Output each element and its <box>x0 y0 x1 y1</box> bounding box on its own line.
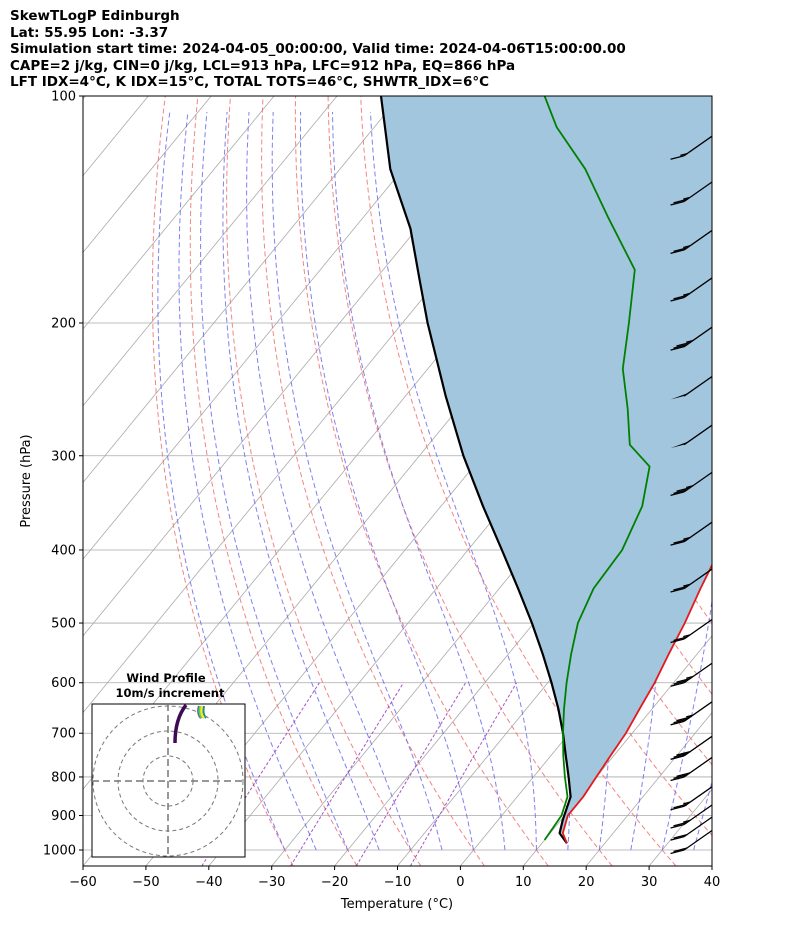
moist-adiabat <box>271 111 443 851</box>
y-tick-label: 800 <box>51 770 76 785</box>
wind-barb <box>670 816 713 841</box>
y-tick-label: 500 <box>51 617 76 632</box>
moist-adiabat <box>757 112 794 850</box>
moist-adiabat <box>246 111 412 851</box>
x-tick-label: 20 <box>578 875 595 890</box>
dry-adiabat <box>261 96 485 866</box>
x-tick-label: −30 <box>258 875 285 890</box>
wind-barb <box>670 804 713 829</box>
isotherm-line <box>522 635 712 866</box>
moist-adiabat <box>222 111 380 851</box>
mixing-ratio-line <box>355 682 467 866</box>
wind-barb <box>670 756 713 782</box>
y-axis-label: Pressure (hPa) <box>19 434 34 527</box>
x-tick-label: −40 <box>195 875 222 890</box>
isotherm-line <box>83 96 86 100</box>
x-tick-label: −60 <box>69 875 96 890</box>
moist-adiabat <box>332 111 506 851</box>
indices-line-1: CAPE=2 j/kg, CIN=0 j/kg, LCL=913 hPa, LF… <box>10 57 516 74</box>
inset-title: Wind Profile <box>126 671 206 685</box>
wind-barb <box>670 618 713 644</box>
wind-barbs <box>670 135 713 855</box>
y-tick-label: 300 <box>51 449 76 464</box>
wind-barb <box>670 521 713 546</box>
indices-line-2: LFT IDX=4°C, K IDX=15°C, TOTAL TOTS=46°C… <box>10 74 490 91</box>
x-tick-label: −10 <box>384 875 411 890</box>
isotherm-line <box>83 96 212 253</box>
wind-profile-inset: Wind Profile 10m/s increment <box>91 671 246 858</box>
isotherm-line <box>83 96 338 407</box>
hodograph-trace-segment <box>198 705 203 719</box>
x-tick-label: −50 <box>132 875 159 890</box>
chart-title: SkewTLogP Edinburgh <box>10 8 180 24</box>
isotherm-line <box>83 96 464 560</box>
x-tick-label: 30 <box>641 875 658 890</box>
moist-adiabat <box>725 112 794 850</box>
dewpoint-profile-line <box>543 96 651 841</box>
isotherm-line <box>83 96 275 330</box>
axis-ticks: −60 −50 −40 −30 −20 −10 0 10 20 30 40 1000 900 800 700… <box>43 90 720 891</box>
isotherm-line <box>585 711 712 866</box>
moist-adiabat <box>157 111 286 851</box>
wind-barb <box>670 326 713 351</box>
mixing-ratio-line <box>290 682 404 866</box>
isotherm-line <box>711 865 712 866</box>
times-text: Simulation start time: 2024-04-05_00:00:… <box>10 41 626 58</box>
x-axis-label: Temperature (°C) <box>340 897 453 912</box>
dry-adiabat <box>294 96 549 866</box>
dry-adiabat <box>151 96 294 866</box>
y-tick-label: 600 <box>51 676 76 691</box>
moist-adiabat <box>178 111 317 851</box>
wind-barb <box>670 181 713 206</box>
dry-adiabat <box>189 96 358 866</box>
wind-barb <box>670 701 713 726</box>
cape-shading <box>381 96 712 834</box>
plot-area <box>83 96 794 866</box>
wind-barb <box>670 229 713 255</box>
wind-barb <box>670 568 713 593</box>
wind-barb <box>670 786 713 811</box>
moist-adiabat <box>200 111 349 851</box>
wind-barb <box>670 829 713 855</box>
hodograph-trace <box>173 703 188 744</box>
x-tick-label: 40 <box>704 875 721 890</box>
hodograph-trace-segment <box>200 705 205 719</box>
wind-barb <box>670 662 713 687</box>
wind-barb <box>670 471 713 497</box>
wind-barb <box>670 424 713 449</box>
y-tick-label: 200 <box>51 316 76 331</box>
isotherm-line <box>83 96 401 484</box>
wind-barb <box>670 277 713 302</box>
y-tick-label: 900 <box>51 809 76 824</box>
dry-adiabat <box>784 96 794 866</box>
isotherm-line <box>397 481 712 866</box>
x-tick-label: −20 <box>321 875 348 890</box>
hodograph-trace-segment <box>202 705 207 719</box>
y-tick-label: 100 <box>51 90 76 105</box>
x-tick-label: 0 <box>456 875 464 890</box>
dry-adiabat <box>719 96 794 866</box>
y-tick-label: 1000 <box>43 844 76 859</box>
dry-adiabat <box>226 96 422 866</box>
chart-header: SkewTLogP Edinburgh Lat: 55.95 Lon: -3.3… <box>10 8 626 91</box>
y-tick-label: 400 <box>51 543 76 558</box>
wind-barb <box>670 376 713 400</box>
moist-adiabat <box>370 111 537 850</box>
inset-subtitle: 10m/s increment <box>116 686 225 700</box>
location-text: Lat: 55.95 Lon: -3.37 <box>10 24 169 41</box>
mixing-ratio-line <box>409 682 518 866</box>
dry-adiabat <box>751 96 794 866</box>
temperature-profile-line <box>561 563 712 844</box>
parcel-profile-line <box>379 96 572 845</box>
moist-adiabat <box>300 111 474 851</box>
wind-barb <box>670 735 713 760</box>
y-tick-label: 700 <box>51 727 76 742</box>
x-tick-label: 10 <box>515 875 532 890</box>
wind-barb <box>670 135 713 160</box>
